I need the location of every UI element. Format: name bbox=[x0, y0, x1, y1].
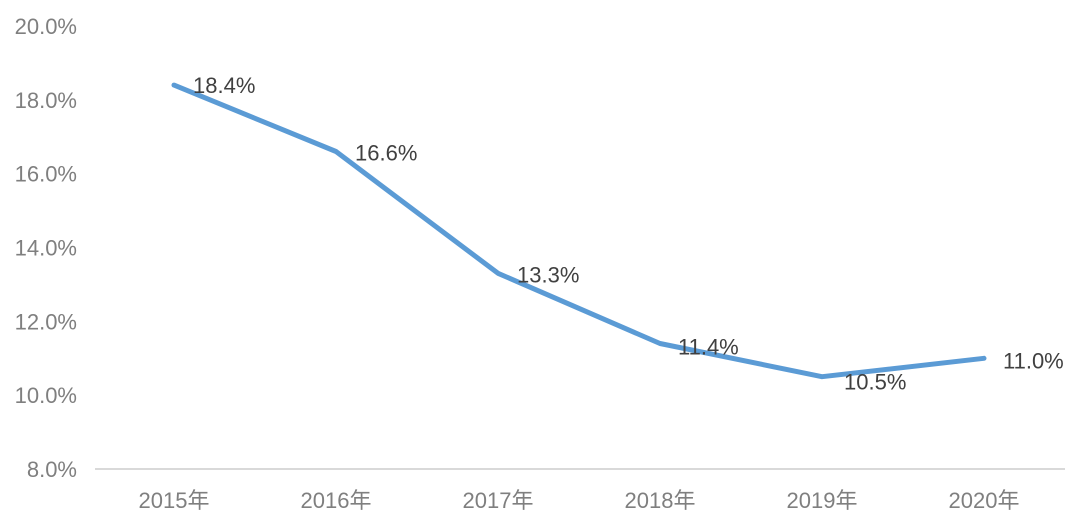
y-tick-label: 12.0% bbox=[15, 309, 77, 334]
y-tick-label: 10.0% bbox=[15, 383, 77, 408]
y-tick-label: 8.0% bbox=[27, 457, 77, 482]
x-tick-label: 2019年 bbox=[787, 488, 858, 513]
data-label: 11.4% bbox=[678, 335, 739, 360]
x-tick-label: 2016年 bbox=[301, 488, 372, 513]
y-tick-label: 20.0% bbox=[15, 14, 77, 39]
data-label: 11.0% bbox=[1003, 348, 1064, 373]
y-tick-label: 14.0% bbox=[15, 236, 77, 261]
x-tick-label: 2020年 bbox=[949, 488, 1020, 513]
y-tick-label: 16.0% bbox=[15, 162, 77, 187]
series-line bbox=[171, 82, 987, 380]
y-tick-label: 18.0% bbox=[15, 88, 77, 113]
x-tick-label: 2018年 bbox=[625, 488, 696, 513]
data-label: 16.6% bbox=[355, 141, 417, 166]
data-label: 13.3% bbox=[517, 262, 579, 287]
x-tick-label: 2015年 bbox=[139, 488, 210, 513]
x-tick-label: 2017年 bbox=[463, 488, 534, 513]
data-label: 10.5% bbox=[844, 370, 906, 395]
data-label: 18.4% bbox=[193, 73, 255, 98]
